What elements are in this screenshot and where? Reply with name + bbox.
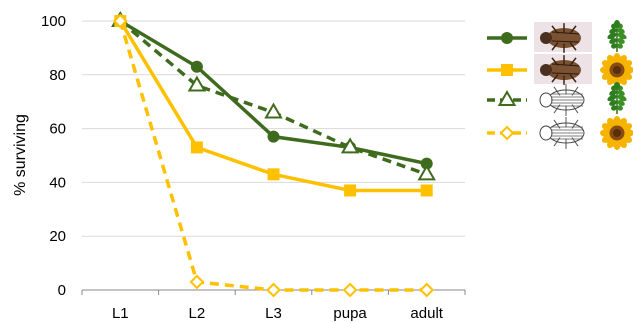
series-4 xyxy=(112,13,435,298)
x-tick-labels: L1 L2 L3 pupa adult xyxy=(112,305,444,322)
data-point xyxy=(419,282,435,298)
series-group xyxy=(111,10,436,298)
legend-entry xyxy=(487,125,527,141)
data-point xyxy=(344,184,357,197)
data-point xyxy=(420,184,433,197)
x-tick-label: L3 xyxy=(265,305,282,322)
fern-leaf-icon xyxy=(607,20,627,52)
y-tick-label: 80 xyxy=(49,67,66,84)
x-tick-label: L1 xyxy=(112,305,129,322)
data-point xyxy=(112,13,128,29)
gridlines xyxy=(82,20,465,237)
y-tick-label: 40 xyxy=(49,174,66,191)
legend-entry xyxy=(487,32,527,44)
y-tick-label: 0 xyxy=(58,282,66,299)
x-tick-label: pupa xyxy=(333,305,367,322)
y-tick-label: 20 xyxy=(49,228,66,245)
data-point xyxy=(417,164,436,181)
beetle-photo-icon xyxy=(534,22,592,53)
data-point xyxy=(267,168,280,181)
x-tick-label: L2 xyxy=(189,305,206,322)
legend-entry xyxy=(487,89,527,106)
data-point xyxy=(264,102,283,119)
legend-entry xyxy=(487,64,527,76)
sunflower-icon xyxy=(600,116,633,150)
sunflower-icon xyxy=(600,53,633,87)
data-point xyxy=(190,141,203,154)
beetle-drawing-icon xyxy=(539,117,585,149)
beetle-photo-icon xyxy=(534,54,592,85)
y-tick-label: 100 xyxy=(41,13,66,30)
y-tick-label: 60 xyxy=(49,121,66,138)
y-tick-labels: 0 20 40 60 80 100 xyxy=(41,13,66,299)
fern-leaf-icon xyxy=(607,82,627,114)
legend-marker xyxy=(501,64,513,76)
data-point xyxy=(340,137,360,154)
data-point xyxy=(190,60,203,73)
legend-marker xyxy=(501,32,513,44)
data-point xyxy=(420,157,433,170)
legend xyxy=(487,20,633,150)
data-point xyxy=(267,130,280,143)
data-point xyxy=(189,274,205,290)
beetle-drawing-icon xyxy=(539,84,585,116)
legend-marker xyxy=(497,89,517,106)
legend-marker xyxy=(499,125,515,141)
y-axis-label: % surviving xyxy=(12,114,29,196)
x-tick-label: adult xyxy=(410,305,443,322)
data-point xyxy=(187,75,207,92)
data-point xyxy=(342,282,358,298)
data-point xyxy=(266,282,281,298)
